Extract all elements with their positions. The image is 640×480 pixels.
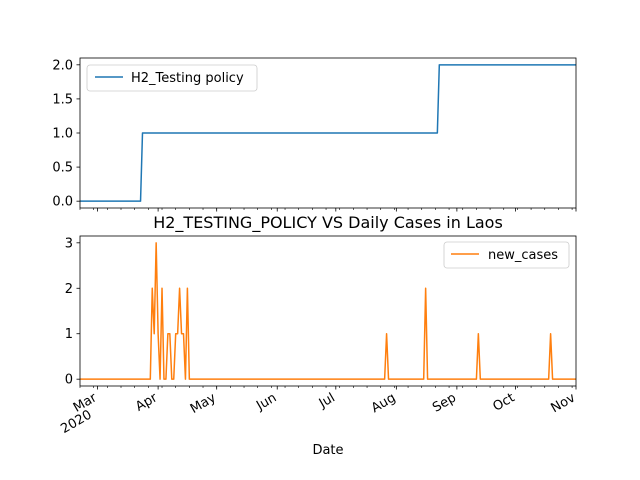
bottom-series-lines [80,242,576,380]
series-line-h2-testing-policy [80,64,576,202]
series-line-new-cases [80,242,576,380]
x-tick-label: Jul [316,390,338,411]
top-legend-label: H2_Testing policy [131,71,244,86]
bottom-legend-box [443,241,570,269]
y-tick-label: 1 [65,327,73,342]
top-legend: H2_Testing policy [86,64,258,92]
y-tick-label: 1.5 [52,92,73,107]
top-series-lines [80,64,576,202]
y-tick-label: 0.5 [52,161,73,176]
top-subplot: 0.0 0.5 1.0 1.5 2.0 H2_Testing policy [52,57,577,212]
bottom-axes-frame [79,235,577,387]
y-tick-label: 2.0 [52,58,73,73]
bottom-chart-title: H2_TESTING_POLICY VS Daily Cases in Laos [153,213,503,233]
x-axis-label: Date [312,443,343,458]
top-x-ticks [79,208,577,212]
y-tick-label: 2 [65,282,73,297]
y-tick-label: 1.0 [52,127,73,142]
y-tick-label: 0.0 [52,195,73,210]
y-tick-label: 0 [65,373,73,388]
y-tick-label: 3 [65,236,73,251]
top-legend-box [86,64,258,92]
bottom-legend: new_cases [443,241,570,269]
bottom-legend-label: new_cases [488,248,558,263]
top-y-ticks: 0.0 0.5 1.0 1.5 2.0 [52,58,80,210]
bottom-y-ticks: 0 1 2 3 [65,236,80,388]
